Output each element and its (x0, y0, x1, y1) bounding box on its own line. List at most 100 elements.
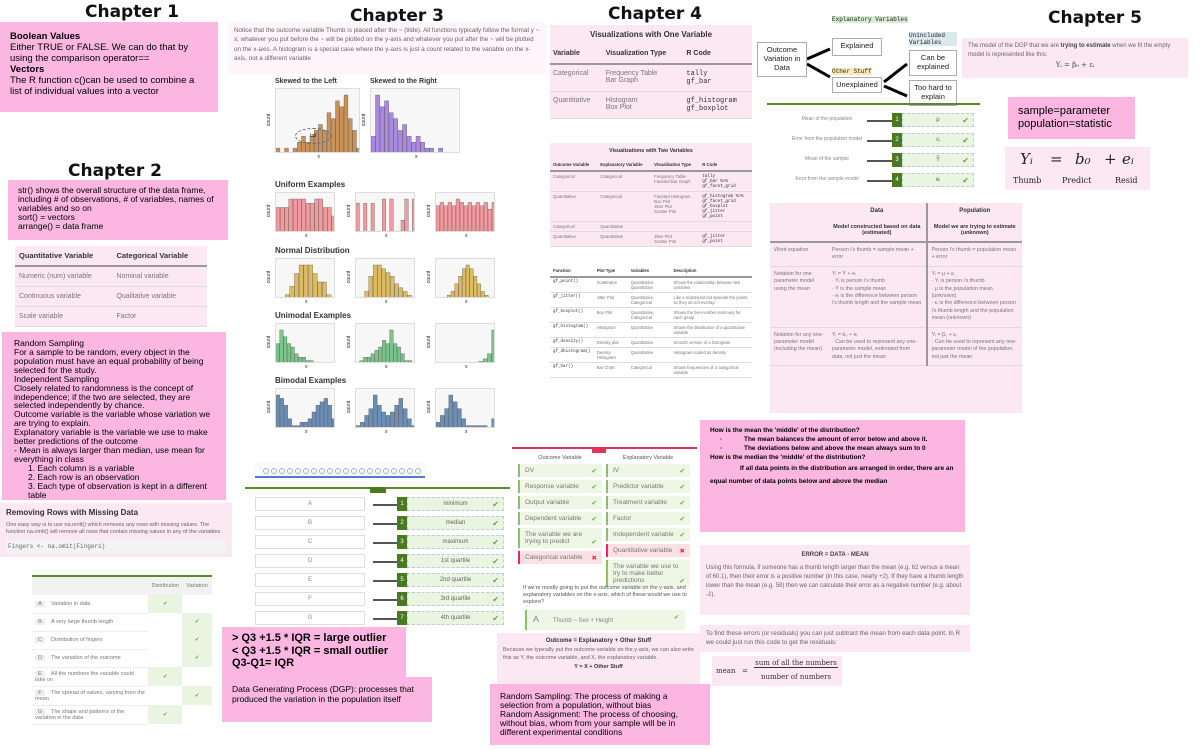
y-axis-label: count (426, 400, 433, 414)
histogram-b1 (275, 388, 335, 428)
check-cell[interactable]: ✔ (182, 686, 212, 705)
draggable-tag[interactable]: IV ✔ (606, 464, 690, 477)
check-cell[interactable] (148, 649, 182, 667)
histogram-bar (283, 336, 288, 362)
draggable-tag[interactable]: Independent variable ✔ (606, 528, 690, 541)
check-icon: ✔ (679, 484, 685, 491)
check-icon: ✔ (492, 538, 499, 547)
histogram-bar (297, 198, 302, 231)
table-cell: Continuous variable (15, 286, 113, 307)
draggable-tag[interactable]: Quantitative variable ✖ (606, 544, 690, 557)
table-row: Categorical Quantitative (550, 221, 752, 232)
table-cell: Histogram scaled as density (670, 347, 752, 363)
histogram-bar (331, 118, 336, 152)
table-cell: Frequency Table Bar Graph (602, 64, 684, 92)
table-row: G The shape and patterns of the variation… (32, 705, 212, 725)
match-value: maximum (442, 539, 469, 545)
histogram-bar (356, 147, 359, 152)
histogram-bar (379, 106, 385, 152)
match-row[interactable]: C 3 maximum ✔ (245, 535, 510, 550)
data-population-table: Data Population Model constructed based on… (770, 203, 1022, 413)
match-row[interactable]: Error from the sample model 4 eᵢ ✔ (767, 173, 980, 188)
match-row[interactable]: Mean of the population 1 μ ✔ (767, 113, 980, 128)
draggable-tag[interactable]: Factor ✔ (606, 512, 690, 525)
row-label: Distribution of fingers (51, 637, 103, 643)
formula-lhs: mean (716, 667, 736, 675)
histogram-u3 (435, 323, 495, 363)
column-header: Outcome Variable (538, 455, 582, 461)
note-line: Independent Sampling (14, 373, 100, 384)
draggable-tag[interactable]: Treatment variable ✔ (606, 496, 690, 509)
tag-label: The variable we are trying to predict (525, 531, 583, 545)
match-left: Mean of the population (801, 116, 853, 122)
check-cell[interactable] (148, 631, 182, 649)
histogram-b2 (355, 388, 415, 428)
row-text: D The variation of the outcome (32, 649, 149, 668)
histogram-bar (400, 353, 405, 362)
table-cell: Person i's thumb = sample mean + error (828, 242, 927, 267)
table-cell: Yᵢ = μ + εᵢ · Yᵢ is person i's thumb · μ… (925, 266, 1022, 328)
check-cell[interactable] (148, 613, 182, 631)
match-left: Mean of the sample (805, 156, 849, 162)
cross-icon: ✖ (679, 548, 685, 555)
draggable-tag[interactable]: Response variable ✔ (518, 480, 602, 493)
histogram-bar (305, 360, 310, 362)
check-cell[interactable]: ✔ (148, 705, 182, 724)
table-row: Quantitative Quantitative Jitter Plot Scat… (550, 231, 752, 247)
histogram-bar (408, 360, 413, 362)
histogram-uni2 (355, 192, 415, 232)
match-row[interactable]: D 4 1st quartile ✔ (245, 554, 510, 569)
histogram-bar (484, 295, 489, 297)
histogram-bar (287, 418, 292, 427)
histogram-bar (363, 203, 368, 231)
draggable-tag[interactable]: The variable we use to try to make bette… (606, 560, 690, 587)
match-row[interactable]: A 1 minimum ✔ (245, 497, 510, 512)
check-cell[interactable] (182, 667, 212, 686)
check-cell[interactable]: ✔ (182, 649, 212, 667)
check-cell[interactable] (148, 686, 182, 705)
other-stuff-tag: Other Stuff (832, 68, 872, 75)
check-cell[interactable]: ✔ (148, 595, 182, 613)
histogram-bar (382, 340, 386, 362)
match-row[interactable]: B 2 median ✔ (245, 516, 510, 531)
match-row[interactable]: G 7 4th quartile ✔ (245, 611, 510, 626)
check-cell[interactable] (182, 595, 212, 613)
row-key: G (35, 708, 45, 715)
check-cell[interactable]: ✔ (182, 631, 212, 649)
draggable-tag[interactable]: Predictor variable ✔ (606, 480, 690, 493)
table-cell: Quantitative, Quantitative (627, 277, 671, 293)
histogram-bar (407, 418, 412, 427)
draggable-tag[interactable]: DV ✔ (518, 464, 602, 477)
histogram-bar (276, 343, 280, 362)
draggable-tag[interactable]: Dependent variable ✔ (518, 512, 602, 525)
x-axis-label: x (385, 429, 388, 435)
check-cell[interactable] (182, 705, 212, 724)
histogram-bar (381, 268, 386, 297)
check-cell[interactable]: ✔ (182, 613, 212, 631)
answer-option-a[interactable]: A Thumb ~ Sex + Height ✔ (525, 610, 685, 630)
equals-sign: = (1050, 150, 1063, 168)
table-header: R Code (683, 44, 752, 65)
formula-e: eᵢ (1122, 150, 1134, 168)
match-row[interactable]: E 5 2nd quartile ✔ (245, 573, 510, 588)
table-cell: Quantitative (597, 231, 652, 247)
tag-label: Predictor variable (613, 483, 664, 490)
table-cell: gf_histogram %>% gf_facet_grid gf_boxplo… (699, 191, 752, 222)
check-cell[interactable]: ✔ (148, 667, 182, 686)
draggable-tag[interactable]: The variable we are trying to predict ✔ (518, 528, 602, 548)
histogram-bar (402, 291, 408, 297)
match-row[interactable]: Mean of the sample 3 Ȳ ✔ (767, 153, 980, 168)
match-number: 1 (397, 497, 407, 511)
table-header (32, 577, 149, 595)
draggable-tag[interactable]: Categorical variable ✖ (518, 551, 602, 564)
draggable-tag[interactable]: Output variable ✔ (518, 496, 602, 509)
histogram-bar (299, 422, 304, 427)
text-bold: trying to estimate (1060, 43, 1111, 49)
y-axis-label: count (346, 335, 353, 349)
match-row[interactable]: Error from the population model 2 εᵢ ✔ (767, 133, 980, 148)
box-text: Because we typically put the outcome var… (503, 647, 694, 662)
match-row[interactable]: F 6 3rd quartile ✔ (245, 592, 510, 607)
table-cell: Scale variable (15, 306, 113, 327)
match-value: εᵢ (936, 137, 940, 143)
histogram-bar (327, 405, 332, 427)
